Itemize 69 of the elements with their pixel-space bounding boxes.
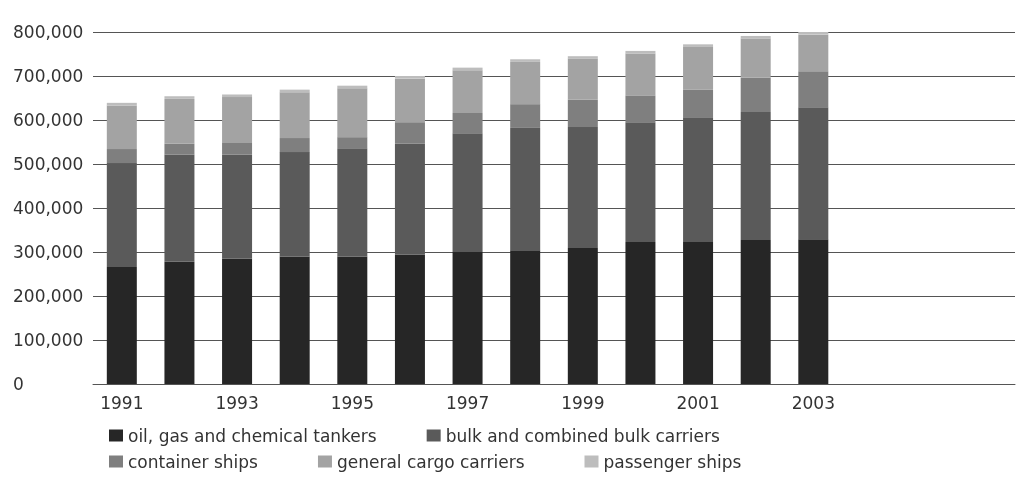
y-tick-label: 100,000 [13, 330, 84, 350]
bar [740, 77, 771, 113]
y-tick-label: 400,000 [13, 198, 84, 218]
bar [683, 241, 714, 384]
bar [337, 137, 368, 149]
x-tick-label: 2003 [791, 392, 835, 413]
bar [625, 95, 656, 123]
bar [164, 98, 195, 144]
bar [510, 61, 541, 105]
y-tick-label: 600,000 [13, 110, 84, 130]
bar [625, 53, 656, 96]
x-tick-label: 1991 [100, 392, 144, 413]
bar [106, 105, 137, 150]
bar [567, 99, 598, 128]
bar [510, 104, 541, 128]
x-tick-label: 1993 [215, 392, 259, 413]
bar [740, 35, 771, 39]
bar [567, 248, 598, 384]
legend-label: bulk and combined bulk carriers [445, 425, 720, 446]
bar [222, 142, 253, 155]
x-tick-label: 1999 [561, 392, 605, 413]
y-tick-label: 300,000 [13, 242, 84, 262]
y-tick-label: 500,000 [13, 154, 84, 174]
legend-label: general cargo carriers [336, 451, 525, 472]
legend-label: passenger ships [603, 451, 742, 472]
bar [452, 252, 483, 384]
bar [567, 58, 598, 100]
bar [740, 38, 771, 78]
y-tick-label: 200,000 [13, 286, 84, 306]
bar [337, 256, 368, 384]
bar [394, 122, 425, 144]
bar [394, 76, 425, 79]
bar [394, 254, 425, 384]
x-tick-label: 1997 [445, 392, 490, 413]
bar [222, 94, 253, 98]
bar [222, 258, 253, 384]
bar [683, 89, 714, 118]
bar [798, 34, 829, 72]
bar [798, 239, 829, 384]
bar [106, 149, 137, 164]
bar [683, 44, 714, 47]
bar [337, 88, 368, 138]
bar [106, 266, 137, 384]
x-tick-label: 2001 [676, 392, 720, 413]
bar [279, 138, 310, 153]
bar [625, 241, 656, 384]
bar [279, 92, 310, 139]
bar [452, 112, 483, 134]
y-tick-label: 800,000 [13, 22, 84, 42]
legend-label: container ships [128, 451, 259, 472]
y-tick-label: 0 [13, 374, 24, 394]
bar [452, 70, 483, 113]
bar [510, 250, 541, 384]
bar [740, 240, 771, 384]
bar [567, 56, 598, 59]
y-tick-label: 700,000 [13, 66, 84, 86]
bar [683, 46, 714, 90]
bar [798, 32, 829, 35]
bar [394, 78, 425, 123]
bar [164, 261, 195, 384]
bar [798, 71, 829, 108]
legend-label: oil, gas and chemical tankers [128, 425, 377, 446]
bar [164, 143, 195, 155]
x-tick-label: 1995 [330, 392, 374, 413]
bar [279, 256, 310, 384]
bar [164, 96, 195, 99]
bar [625, 50, 656, 54]
bar [222, 97, 253, 143]
bar [510, 59, 541, 62]
